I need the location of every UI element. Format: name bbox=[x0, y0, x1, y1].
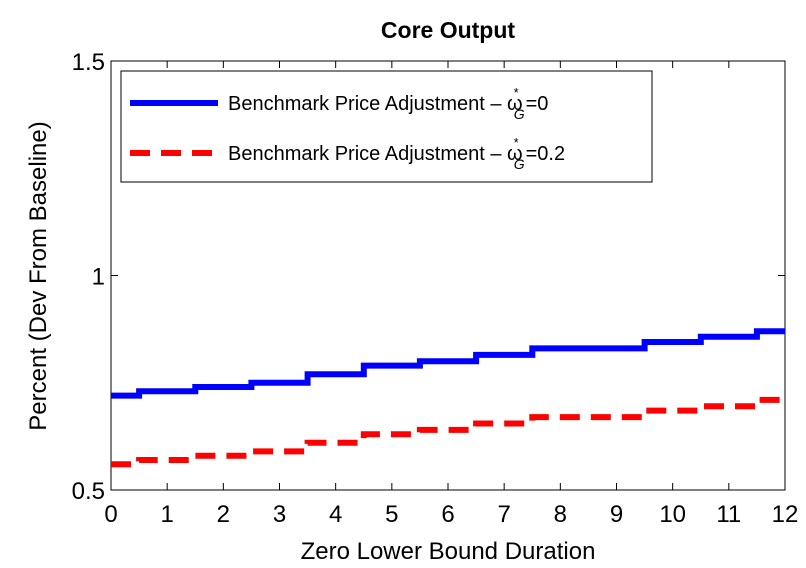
chart-title: Core Output bbox=[381, 17, 515, 43]
legend-label-sup: * bbox=[514, 135, 519, 150]
legend-label-1: Benchmark Price Adjustment – ω* G=0 bbox=[228, 85, 548, 122]
x-axis-label: Zero Lower Bound Duration bbox=[301, 538, 596, 565]
x-tick-label: 12 bbox=[772, 501, 799, 528]
x-tick-label: 5 bbox=[385, 501, 398, 528]
legend-label-sub: G bbox=[514, 156, 525, 172]
y-tick-label: 1.5 bbox=[72, 49, 105, 76]
legend-label-sub: G bbox=[514, 106, 525, 122]
legend-label-sup: * bbox=[514, 85, 519, 100]
series-lines bbox=[111, 328, 785, 468]
series-line-1 bbox=[111, 328, 785, 399]
y-axis-label: Percent (Dev From Baseline) bbox=[25, 121, 52, 430]
legend-label-text: Benchmark Price Adjustment – ω bbox=[228, 143, 523, 165]
x-tick-label: 7 bbox=[497, 501, 510, 528]
x-tick-label: 8 bbox=[554, 501, 567, 528]
legend-label-2: Benchmark Price Adjustment – ω* G=0.2 bbox=[228, 135, 565, 172]
x-tick-label: 3 bbox=[273, 501, 286, 528]
x-tick-label: 11 bbox=[716, 501, 741, 528]
plot-area bbox=[110, 60, 786, 491]
x-tick-label: 6 bbox=[441, 501, 454, 528]
series-line-2 bbox=[111, 396, 785, 468]
x-tick-label: 4 bbox=[329, 501, 342, 528]
legend-label-suffix: =0 bbox=[526, 93, 549, 115]
legend: Benchmark Price Adjustment – ω* G=0Benchm… bbox=[120, 70, 653, 183]
axis-ticks bbox=[110, 60, 786, 491]
x-tick-label: 9 bbox=[610, 501, 623, 528]
x-tick-label: 2 bbox=[217, 501, 230, 528]
x-tick-label: 0 bbox=[104, 501, 117, 528]
y-tick-label: 0.5 bbox=[72, 478, 105, 505]
x-tick-label: 1 bbox=[160, 501, 173, 528]
legend-label-suffix: =0.2 bbox=[526, 143, 565, 165]
y-tick-label: 1 bbox=[92, 264, 105, 291]
legend-box bbox=[120, 70, 653, 183]
legend-label-text: Benchmark Price Adjustment – ω bbox=[228, 93, 523, 115]
x-tick-label: 10 bbox=[659, 501, 686, 528]
